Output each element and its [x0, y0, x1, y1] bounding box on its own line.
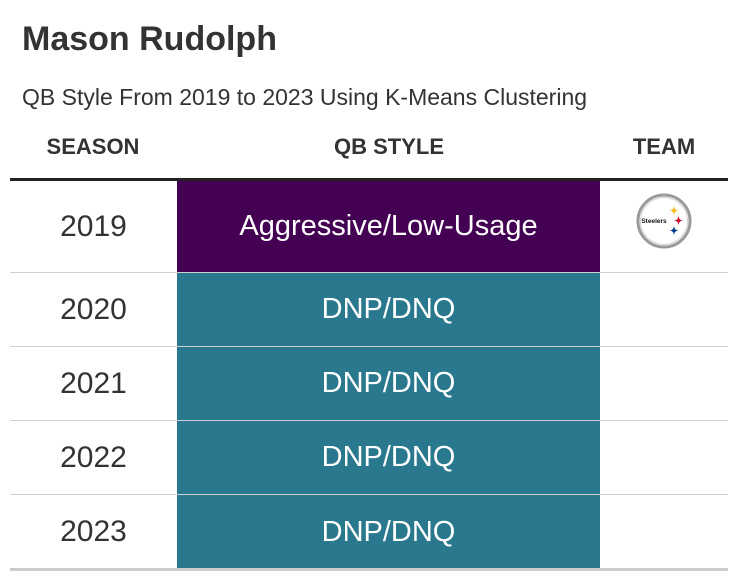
- season-cell: 2023: [60, 515, 127, 548]
- team-cell: [600, 273, 728, 346]
- season-cell: 2020: [60, 292, 127, 326]
- qb-style-cell: DNP/DNQ: [177, 421, 600, 494]
- team-cell: [600, 495, 728, 569]
- column-header-qb-style: QB STYLE: [333, 134, 444, 159]
- table-row: 2023 DNP/DNQ: [10, 495, 728, 569]
- qb-style-cell: Aggressive/Low-Usage: [177, 181, 600, 272]
- qb-style-cell: DNP/DNQ: [177, 273, 600, 346]
- table-row: 2019 Aggressive/Low-Usage Steelers: [10, 181, 728, 273]
- header-divider: [10, 178, 728, 181]
- column-header-season: SEASON: [46, 134, 140, 159]
- steelers-logo-icon: Steelers: [636, 193, 692, 249]
- column-header-team: TEAM: [632, 134, 696, 159]
- table-row: 2020 DNP/DNQ: [10, 273, 728, 347]
- page-subtitle: QB Style From 2019 to 2023 Using K-Means…: [22, 84, 588, 110]
- team-cell: Steelers: [600, 181, 728, 272]
- steelers-logo-text: Steelers: [641, 218, 667, 225]
- qb-style-cell: DNP/DNQ: [177, 495, 600, 569]
- qb-style-table: 2019 Aggressive/Low-Usage Steelers 2020 …: [10, 181, 728, 569]
- season-cell: 2021: [60, 366, 127, 400]
- table-row: 2021 DNP/DNQ: [10, 347, 728, 421]
- table-row: 2022 DNP/DNQ: [10, 421, 728, 495]
- page-title: Mason Rudolph: [22, 20, 277, 58]
- team-cell: [600, 421, 728, 494]
- team-cell: [600, 347, 728, 420]
- season-cell: 2022: [60, 440, 127, 474]
- table-bottom-rule: [10, 568, 728, 571]
- qb-style-cell: DNP/DNQ: [177, 347, 600, 420]
- season-cell: 2019: [60, 209, 127, 243]
